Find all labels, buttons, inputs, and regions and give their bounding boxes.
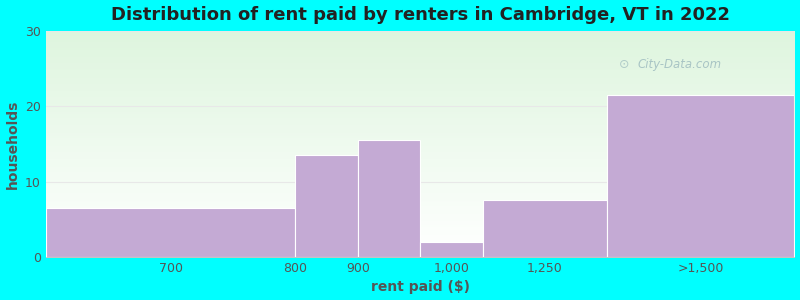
Bar bbox=[420, 242, 482, 257]
Bar bbox=[358, 140, 420, 257]
Title: Distribution of rent paid by renters in Cambridge, VT in 2022: Distribution of rent paid by renters in … bbox=[110, 6, 730, 24]
X-axis label: rent paid ($): rent paid ($) bbox=[370, 280, 470, 294]
Bar bbox=[482, 200, 607, 257]
Y-axis label: households: households bbox=[6, 99, 19, 188]
Text: City-Data.com: City-Data.com bbox=[638, 58, 722, 71]
Bar bbox=[46, 208, 295, 257]
Text: ⊙: ⊙ bbox=[618, 58, 629, 71]
Bar bbox=[607, 95, 794, 257]
Bar bbox=[295, 155, 358, 257]
